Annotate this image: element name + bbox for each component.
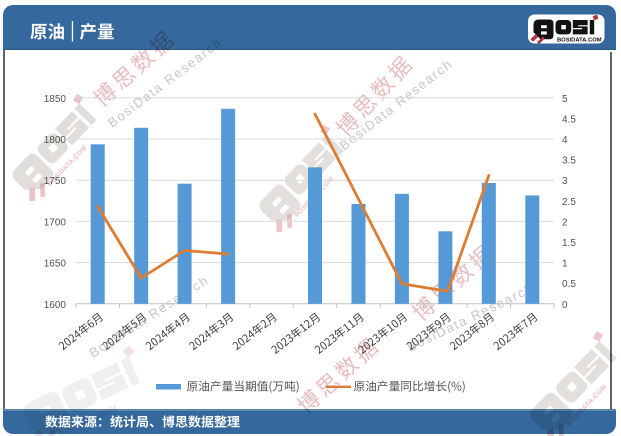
svg-text:3.5: 3.5 bbox=[562, 156, 576, 167]
svg-text:0: 0 bbox=[562, 300, 568, 311]
svg-text:0.5: 0.5 bbox=[562, 279, 576, 290]
svg-text:4: 4 bbox=[562, 135, 568, 146]
svg-text:1650: 1650 bbox=[44, 259, 67, 270]
svg-text:1750: 1750 bbox=[44, 176, 67, 187]
svg-text:4.5: 4.5 bbox=[562, 114, 576, 125]
svg-text:1.5: 1.5 bbox=[562, 238, 576, 249]
svg-text:1850: 1850 bbox=[44, 94, 67, 105]
svg-text:2: 2 bbox=[562, 217, 568, 228]
svg-text:1800: 1800 bbox=[44, 135, 67, 146]
svg-text:BOSIDATA.COM: BOSIDATA.COM bbox=[557, 37, 602, 43]
svg-text:5: 5 bbox=[562, 94, 568, 105]
svg-text:1600: 1600 bbox=[44, 300, 67, 311]
svg-text:2.5: 2.5 bbox=[562, 197, 576, 208]
svg-text:1: 1 bbox=[562, 259, 568, 270]
svg-text:1700: 1700 bbox=[44, 217, 67, 228]
svg-text:3: 3 bbox=[562, 176, 568, 187]
